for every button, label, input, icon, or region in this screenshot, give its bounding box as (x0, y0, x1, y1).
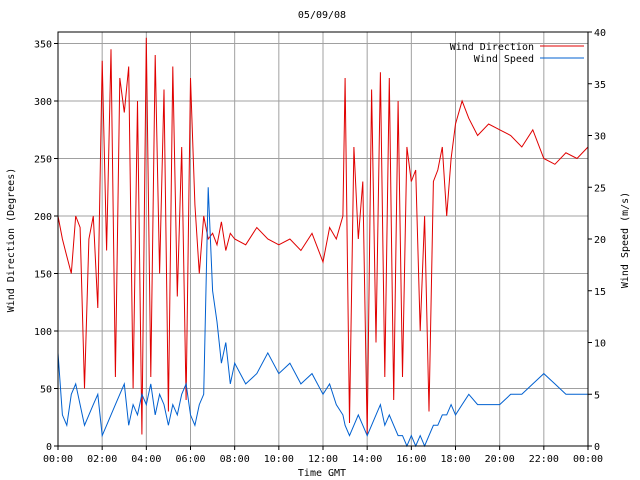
y-tick-label-left: 150 (34, 270, 52, 281)
series-line-wind-speed (57, 187, 588, 448)
x-tick-label: 00:00 (43, 454, 73, 465)
y-tick-label-right: 20 (594, 235, 606, 246)
y-tick-label-left: 100 (34, 327, 52, 338)
x-tick-label: 02:00 (87, 454, 117, 465)
y-tick-label-left: 50 (40, 385, 52, 396)
x-axis-label: Time GMT (298, 468, 346, 479)
legend-label: Wind Speed (474, 54, 534, 65)
x-tick-label: 12:00 (308, 454, 338, 465)
x-tick-label: 18:00 (440, 454, 470, 465)
y-tick-label-right: 5 (594, 390, 600, 401)
y-tick-label-right: 25 (594, 183, 606, 194)
x-tick-label: 20:00 (485, 454, 515, 465)
x-tick-label: 08:00 (220, 454, 250, 465)
y-tick-label-right: 0 (594, 442, 600, 453)
plot-area (57, 37, 589, 448)
grid (58, 32, 588, 446)
x-tick-label: 06:00 (175, 454, 205, 465)
series-line-wind-direction (57, 37, 589, 435)
y-axis-label-left: Wind Direction (Degrees) (6, 168, 17, 313)
axes: 00:00 02:00 04:00 06:00 08:00 10:00 12:00 14:00… (34, 28, 606, 465)
y-tick-label-left: 200 (34, 212, 52, 223)
y-tick-label-left: 0 (46, 442, 52, 453)
x-tick-label: 16:00 (396, 454, 426, 465)
x-tick-label: 14:00 (352, 454, 382, 465)
y-axis-label-right: Wind Speed (m/s) (620, 192, 631, 288)
chart-title: 05/09/08 (298, 10, 346, 21)
y-tick-label-right: 35 (594, 80, 606, 91)
y-tick-label-left: 300 (34, 97, 52, 108)
y-tick-label-right: 30 (594, 132, 606, 143)
legend-label: Wind Direction (450, 42, 534, 53)
x-tick-label: 22:00 (529, 454, 559, 465)
y-tick-label-right: 10 (594, 339, 606, 350)
y-tick-label-right: 40 (594, 28, 606, 39)
y-tick-label-left: 250 (34, 155, 52, 166)
x-tick-label: 04:00 (131, 454, 161, 465)
x-tick-label: 10:00 (264, 454, 294, 465)
y-tick-label-left: 350 (34, 40, 52, 51)
x-tick-label: 00:00 (573, 454, 603, 465)
y-tick-label-right: 15 (594, 287, 606, 298)
